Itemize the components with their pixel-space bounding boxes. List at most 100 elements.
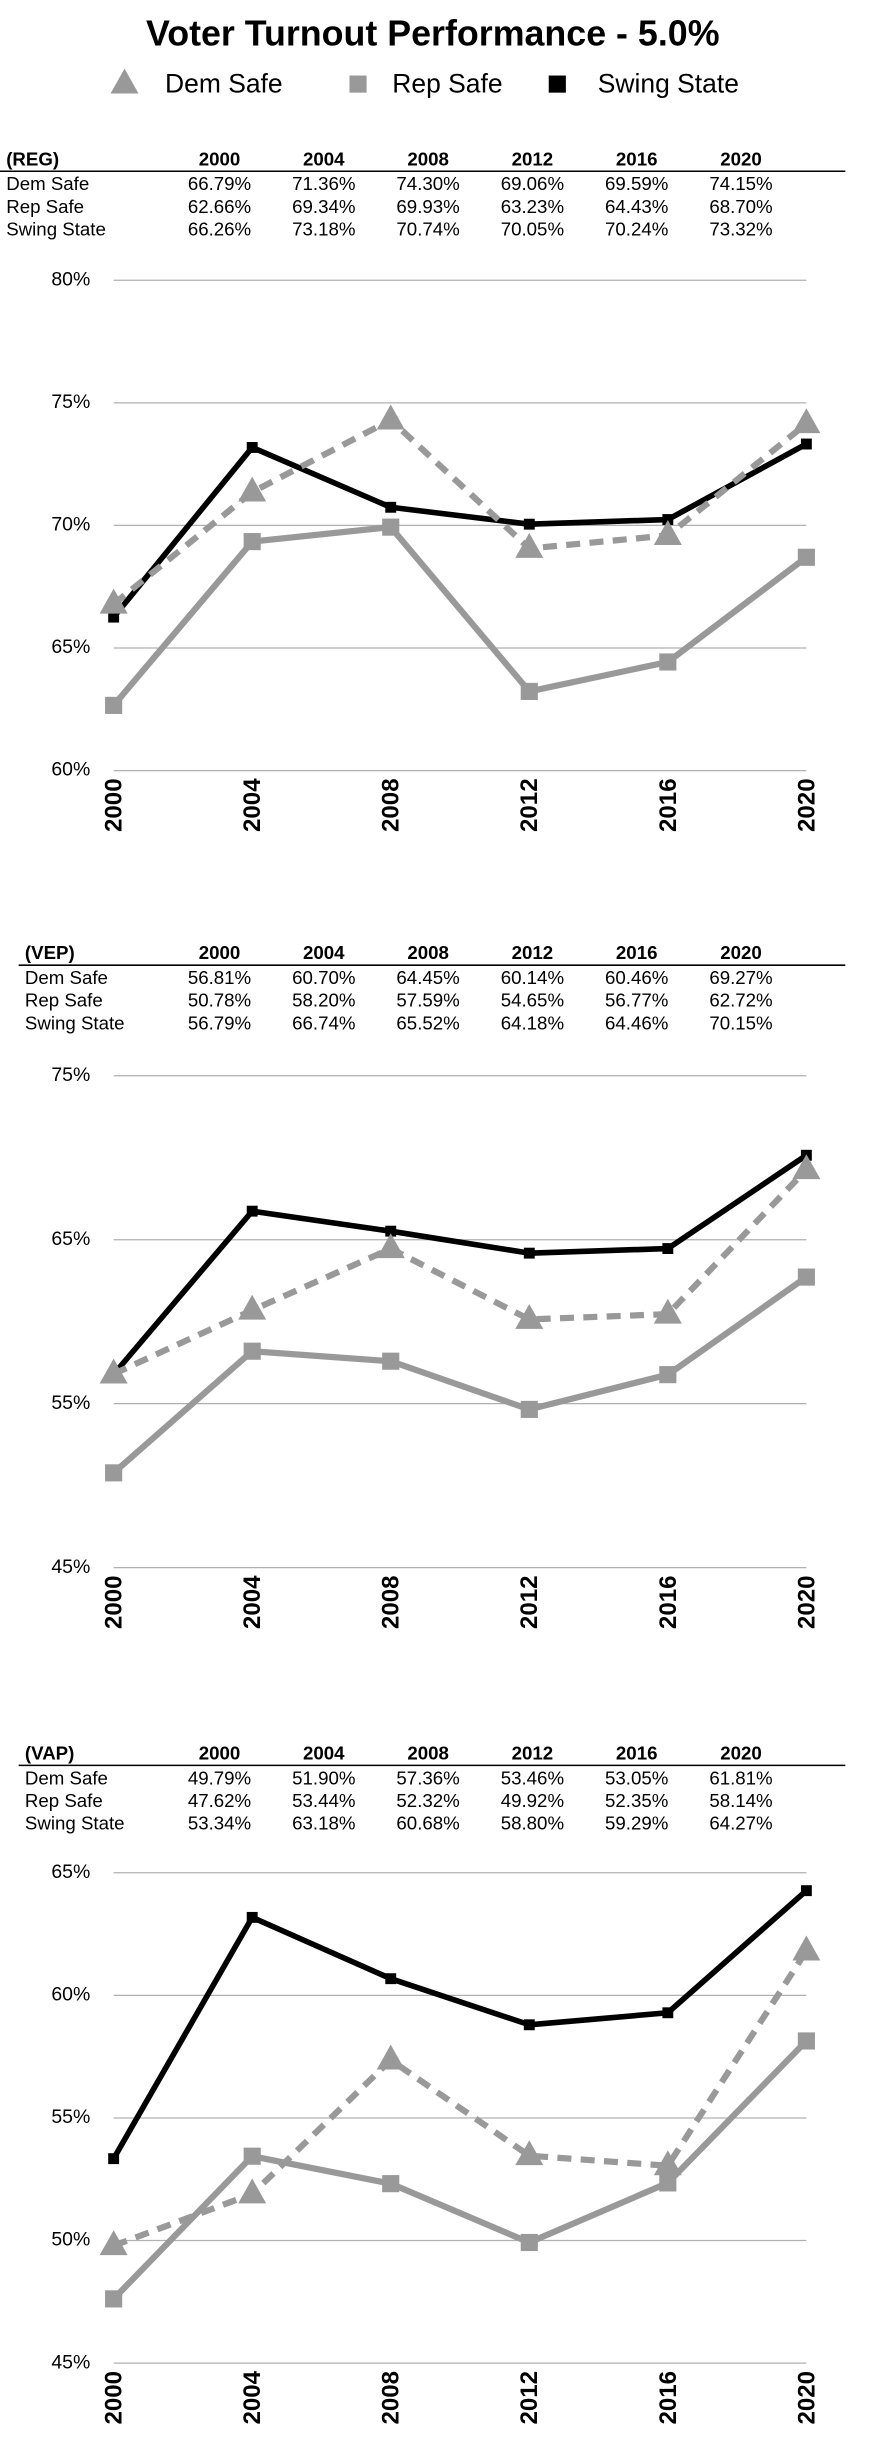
x-tick-label: 2020: [793, 2371, 820, 2425]
table-label: (VEP): [25, 942, 75, 963]
table-cell: 60.14%: [501, 967, 564, 988]
data-point: [243, 2147, 261, 2165]
x-tick-label: 2020: [793, 778, 820, 832]
table-header: 2016: [616, 148, 658, 169]
table-row-label: Rep Safe: [6, 196, 84, 217]
table-header: 2008: [407, 942, 449, 963]
table-cell: 60.70%: [292, 967, 355, 988]
table-cell: 61.81%: [709, 1767, 772, 1788]
table-row-label: Swing State: [25, 1012, 125, 1033]
table-cell: 60.46%: [605, 967, 668, 988]
table-row-label: Rep Safe: [25, 990, 103, 1011]
table-cell: 53.44%: [292, 1790, 355, 1811]
data-point: [662, 2007, 674, 2019]
table-cell: 53.34%: [188, 1812, 251, 1833]
table-cell: 63.18%: [292, 1812, 355, 1833]
data-point: [99, 2230, 128, 2256]
y-tick-label: 65%: [51, 1861, 90, 1883]
data-point: [105, 2290, 123, 2308]
table-cell: 70.74%: [396, 218, 459, 239]
table-cell: 53.46%: [501, 1767, 564, 1788]
data-point: [99, 1358, 128, 1384]
table-header: 2004: [303, 148, 345, 169]
data-point: [105, 696, 123, 714]
table-cell: 74.15%: [709, 173, 772, 194]
data-point: [99, 588, 128, 614]
x-tick-label: 2000: [101, 778, 128, 832]
y-tick-label: 60%: [51, 1983, 90, 2005]
series-line: [111, 1274, 809, 1476]
table-row-label: Dem Safe: [25, 1767, 108, 1788]
y-tick-label: 45%: [51, 1556, 90, 1578]
table-cell: 58.14%: [709, 1790, 772, 1811]
x-tick-label: 2012: [516, 778, 543, 832]
table-cell: 64.18%: [501, 1012, 564, 1033]
x-tick-label: 2004: [239, 778, 266, 832]
table-cell: 66.74%: [292, 1012, 355, 1033]
table-cell: 50.78%: [188, 990, 251, 1011]
table-header: 2020: [720, 942, 762, 963]
table-cell: 73.32%: [709, 218, 772, 239]
title: Voter Turnout Performance - 5.0%: [146, 13, 720, 53]
table-header: 2008: [407, 1742, 449, 1763]
table-header: 2004: [303, 1742, 345, 1763]
x-tick-label: 2000: [101, 1575, 128, 1629]
x-tick-label: 2020: [793, 1575, 820, 1629]
table-cell: 60.68%: [396, 1812, 459, 1833]
series-line: [112, 1949, 809, 2249]
series-line: [112, 1167, 809, 1377]
data-point: [246, 442, 258, 453]
x-tick-label: 2012: [516, 2371, 543, 2425]
data-point: [243, 1342, 261, 1360]
series-line: [111, 2038, 809, 2302]
table-header: 2020: [720, 148, 762, 169]
data-point: [515, 1303, 544, 1329]
chart-section: (VAP) 2000 2004 2008 2012 2016 2020 Dem Safe 49.…: [18, 1742, 846, 2425]
x-tick-label: 2000: [101, 2371, 128, 2425]
data-point: [105, 1464, 123, 1482]
table-header: 2000: [199, 148, 241, 169]
table-header: 2004: [303, 942, 345, 963]
table-cell: 57.36%: [396, 1767, 459, 1788]
table-cell: 64.45%: [396, 967, 459, 988]
table-cell: 70.24%: [605, 218, 668, 239]
data-point: [376, 1233, 405, 1259]
series-line: [111, 524, 809, 708]
data-point: [243, 533, 261, 551]
data-point: [792, 408, 821, 434]
chart-section: (REG) 2000 2004 2008 2012 2016 2020 Dem Safe 66.…: [0, 148, 846, 832]
legend-label: Dem Safe: [165, 69, 283, 99]
table-cell: 70.05%: [501, 218, 564, 239]
series-line: [111, 416, 809, 607]
x-tick-label: 2008: [378, 778, 405, 832]
table-cell: 70.15%: [709, 1012, 772, 1033]
x-tick-label: 2016: [655, 778, 682, 832]
data-point: [238, 1294, 267, 1320]
table-cell: 54.65%: [501, 990, 564, 1011]
y-tick-label: 55%: [51, 1392, 90, 1414]
data-point: [523, 518, 535, 530]
data-point: [385, 1973, 397, 1985]
table-cell: 56.81%: [188, 967, 251, 988]
data-point: [797, 2032, 815, 2050]
data-point: [520, 2233, 538, 2252]
x-tick-label: 2016: [655, 2371, 682, 2425]
y-tick-label: 55%: [51, 2106, 90, 2128]
data-point: [662, 514, 674, 525]
x-tick-label: 2008: [378, 2371, 405, 2425]
series-line: [111, 441, 808, 619]
legend-label: Rep Safe: [392, 69, 502, 99]
y-tick-label: 50%: [51, 2229, 90, 2251]
data-point: [108, 2153, 120, 2165]
y-tick-label: 65%: [51, 636, 90, 658]
data-point: [797, 548, 815, 566]
data-point: [382, 1352, 400, 1370]
table-cell: 57.59%: [396, 990, 459, 1011]
table-label: (VAP): [25, 1742, 74, 1763]
data-point: [659, 2174, 677, 2192]
data-point: [382, 2175, 400, 2193]
data-point: [238, 476, 267, 502]
data-point: [246, 1911, 258, 1923]
table-cell: 49.92%: [501, 1790, 564, 1811]
table-cell: 58.20%: [292, 990, 355, 1011]
